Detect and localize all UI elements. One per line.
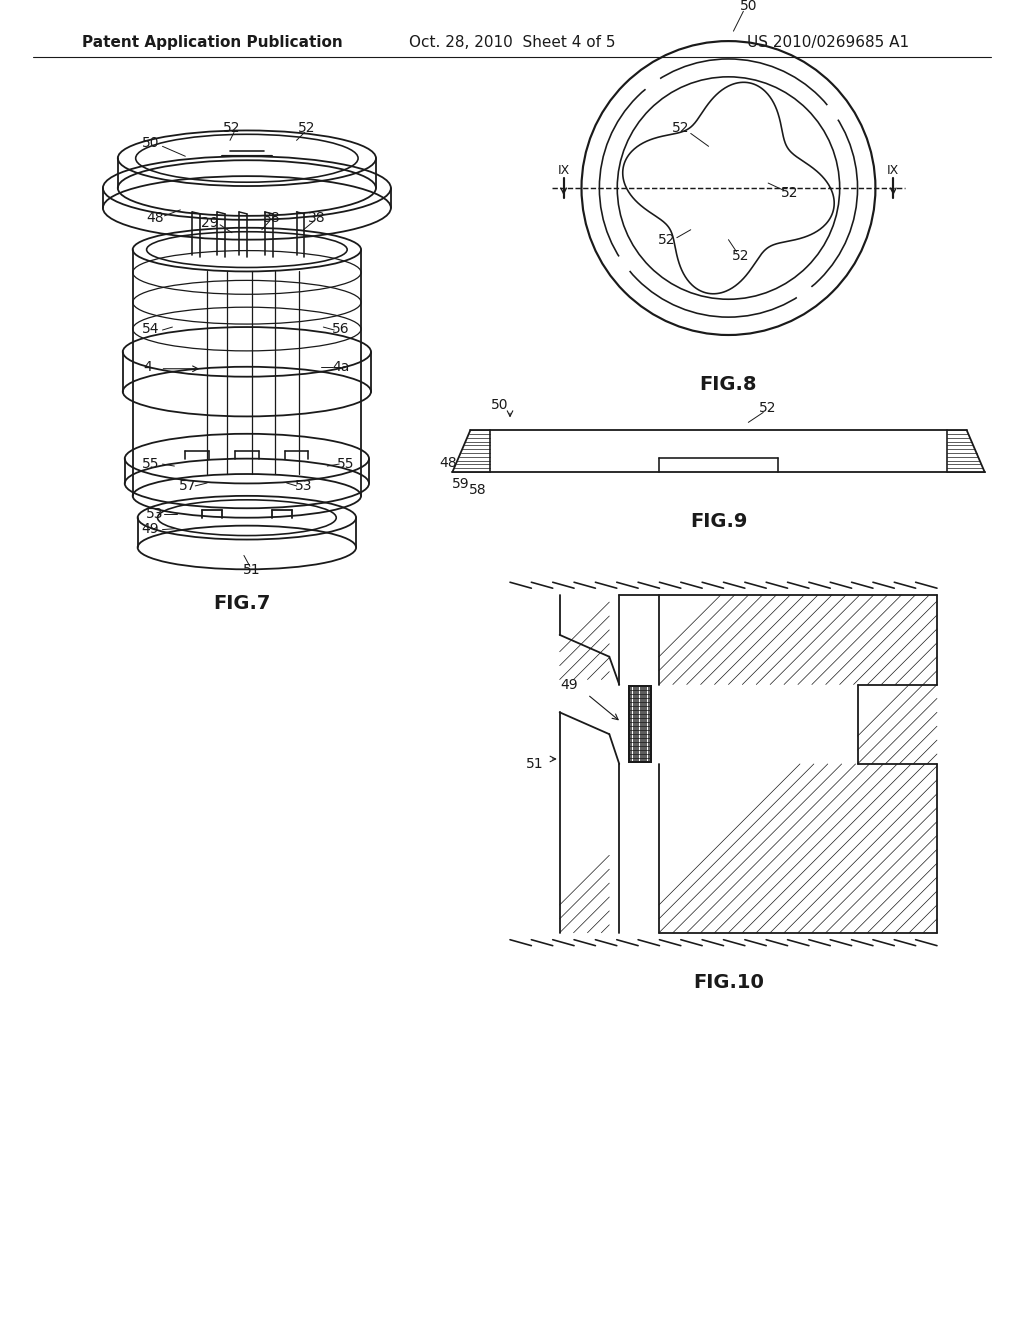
Text: IX: IX <box>887 164 899 177</box>
Text: 55: 55 <box>338 457 355 471</box>
Text: 50: 50 <box>141 136 160 150</box>
Text: 52: 52 <box>672 121 689 136</box>
Text: 53: 53 <box>145 507 163 520</box>
Text: Oct. 28, 2010  Sheet 4 of 5: Oct. 28, 2010 Sheet 4 of 5 <box>409 34 615 50</box>
Text: Patent Application Publication: Patent Application Publication <box>82 34 342 50</box>
Text: FIG.8: FIG.8 <box>699 375 757 395</box>
Text: 38: 38 <box>307 211 326 224</box>
Text: 58: 58 <box>469 483 487 496</box>
Text: 56: 56 <box>333 322 350 337</box>
Text: 38: 38 <box>263 211 281 224</box>
Text: 50: 50 <box>492 399 509 412</box>
Text: 59: 59 <box>452 477 469 491</box>
Text: 52: 52 <box>781 186 799 201</box>
Text: US 2010/0269685 A1: US 2010/0269685 A1 <box>746 34 909 50</box>
Text: 55: 55 <box>141 457 160 471</box>
Text: 50: 50 <box>739 0 757 13</box>
Bar <box>629 686 651 762</box>
Text: IX: IX <box>557 164 569 177</box>
Text: 4a: 4a <box>333 360 350 374</box>
Text: 48: 48 <box>439 457 458 470</box>
Text: 49: 49 <box>561 677 579 692</box>
Text: 54: 54 <box>141 322 160 337</box>
Text: 52: 52 <box>298 121 315 136</box>
Text: FIG.7: FIG.7 <box>213 594 270 612</box>
Text: 48: 48 <box>146 211 164 224</box>
Text: 52: 52 <box>760 401 777 416</box>
Text: 51: 51 <box>526 756 544 771</box>
Text: 49: 49 <box>141 521 160 536</box>
Text: 51: 51 <box>243 564 261 577</box>
Text: 4: 4 <box>143 360 152 374</box>
Text: 52: 52 <box>223 121 241 136</box>
Text: FIG.10: FIG.10 <box>693 973 764 991</box>
Text: 52: 52 <box>731 248 750 263</box>
Text: FIG.9: FIG.9 <box>690 512 748 531</box>
Text: 53: 53 <box>295 479 312 492</box>
Text: 29: 29 <box>202 215 219 230</box>
Text: 57: 57 <box>178 479 196 492</box>
Text: 52: 52 <box>658 232 676 247</box>
